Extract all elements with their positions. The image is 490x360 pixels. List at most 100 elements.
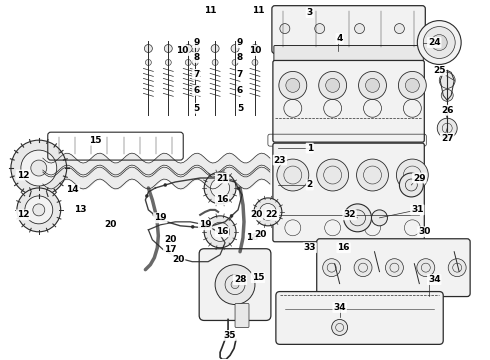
Polygon shape <box>440 71 454 100</box>
Circle shape <box>215 265 255 305</box>
FancyBboxPatch shape <box>276 292 443 345</box>
Text: 6: 6 <box>237 86 243 95</box>
Text: 20: 20 <box>172 255 184 264</box>
Circle shape <box>260 203 276 220</box>
Circle shape <box>191 45 199 53</box>
Text: 5: 5 <box>193 104 199 113</box>
Circle shape <box>31 160 47 176</box>
Circle shape <box>146 59 151 66</box>
Text: 18: 18 <box>245 233 258 242</box>
Text: 28: 28 <box>234 275 246 284</box>
Circle shape <box>423 27 455 58</box>
FancyBboxPatch shape <box>235 303 249 328</box>
Circle shape <box>231 45 239 53</box>
Text: 16: 16 <box>216 227 228 236</box>
Text: 33: 33 <box>303 243 316 252</box>
Text: 10: 10 <box>249 46 261 55</box>
Text: 34: 34 <box>428 275 441 284</box>
Text: 20: 20 <box>104 220 117 229</box>
Circle shape <box>153 213 156 216</box>
Text: 7: 7 <box>237 70 243 79</box>
Text: 14: 14 <box>66 185 79 194</box>
Circle shape <box>11 140 67 196</box>
Circle shape <box>237 187 240 190</box>
Circle shape <box>399 173 423 197</box>
Circle shape <box>232 59 238 66</box>
Circle shape <box>33 204 45 216</box>
Circle shape <box>371 210 388 226</box>
Circle shape <box>204 172 236 204</box>
Circle shape <box>212 59 218 66</box>
Text: 3: 3 <box>307 8 313 17</box>
Circle shape <box>230 214 233 217</box>
Text: 13: 13 <box>74 206 87 215</box>
FancyBboxPatch shape <box>274 45 423 62</box>
Text: 35: 35 <box>224 331 236 340</box>
Circle shape <box>146 194 148 197</box>
Text: 11: 11 <box>204 6 217 15</box>
Text: 15: 15 <box>252 273 264 282</box>
Circle shape <box>396 159 428 191</box>
Text: 27: 27 <box>441 134 454 143</box>
Circle shape <box>394 24 404 33</box>
FancyBboxPatch shape <box>272 6 425 54</box>
Circle shape <box>184 45 192 53</box>
Circle shape <box>354 259 372 276</box>
Text: 9: 9 <box>237 38 243 47</box>
Circle shape <box>231 280 239 289</box>
Text: 25: 25 <box>433 66 445 75</box>
Circle shape <box>323 259 341 276</box>
Circle shape <box>185 59 191 66</box>
Circle shape <box>431 35 447 50</box>
Text: 20: 20 <box>254 230 266 239</box>
Circle shape <box>211 222 230 241</box>
Circle shape <box>254 198 282 226</box>
Text: 1: 1 <box>307 144 313 153</box>
Circle shape <box>357 159 389 191</box>
Circle shape <box>17 188 61 232</box>
Text: 16: 16 <box>216 195 228 204</box>
FancyBboxPatch shape <box>273 143 424 242</box>
Circle shape <box>209 176 212 180</box>
Text: 23: 23 <box>273 156 286 165</box>
Text: 34: 34 <box>333 303 346 312</box>
Circle shape <box>398 71 426 99</box>
Text: 8: 8 <box>237 53 243 62</box>
Circle shape <box>441 89 453 101</box>
Text: 19: 19 <box>154 213 167 222</box>
Text: 21: 21 <box>216 174 228 183</box>
Circle shape <box>318 71 346 99</box>
Circle shape <box>25 196 53 224</box>
Text: 6: 6 <box>193 86 199 95</box>
Circle shape <box>386 259 403 276</box>
Text: 30: 30 <box>418 227 431 236</box>
Text: 15: 15 <box>89 136 102 145</box>
Text: 10: 10 <box>176 46 189 55</box>
Circle shape <box>286 78 300 92</box>
Circle shape <box>165 59 172 66</box>
Circle shape <box>437 118 457 138</box>
Circle shape <box>448 259 466 276</box>
Text: 19: 19 <box>199 220 212 229</box>
Text: 22: 22 <box>266 210 278 219</box>
Circle shape <box>439 72 455 88</box>
Text: 20: 20 <box>250 210 262 219</box>
Circle shape <box>326 78 340 92</box>
Text: 26: 26 <box>441 106 453 115</box>
Circle shape <box>192 59 198 66</box>
Circle shape <box>359 71 387 99</box>
Text: 8: 8 <box>193 53 199 62</box>
Circle shape <box>417 259 435 276</box>
Circle shape <box>332 319 347 336</box>
Circle shape <box>145 45 152 53</box>
Circle shape <box>279 71 307 99</box>
Circle shape <box>191 225 194 228</box>
Text: 9: 9 <box>193 38 199 47</box>
Text: 12: 12 <box>17 210 29 219</box>
Text: 29: 29 <box>413 174 426 183</box>
Text: 17: 17 <box>164 245 176 254</box>
Circle shape <box>317 159 348 191</box>
Text: 4: 4 <box>337 34 343 43</box>
Circle shape <box>211 179 230 198</box>
Circle shape <box>277 159 309 191</box>
